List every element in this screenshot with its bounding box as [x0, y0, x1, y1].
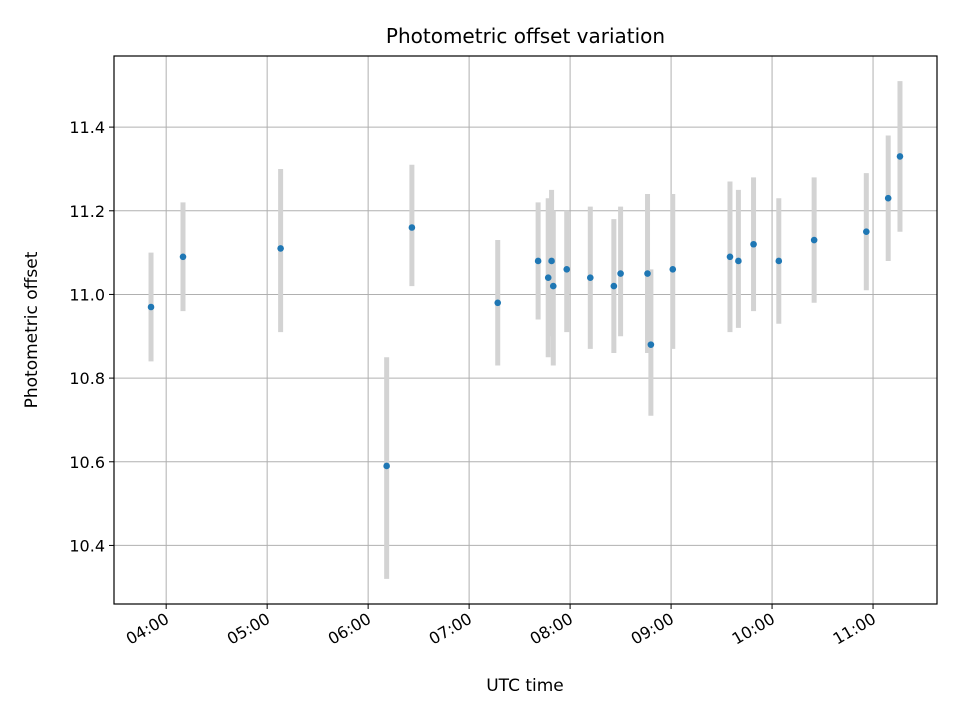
y-tick-label: 10.8 — [69, 369, 105, 388]
data-point — [494, 299, 502, 307]
y-tick-label: 10.4 — [69, 536, 105, 555]
data-point — [775, 257, 783, 265]
chart-title: Photometric offset variation — [386, 24, 665, 48]
data-point — [179, 253, 187, 261]
data-point — [544, 274, 552, 282]
data-point — [735, 257, 742, 265]
data-point — [896, 153, 904, 160]
data-point — [726, 253, 734, 261]
data-point — [147, 303, 155, 311]
data-points — [147, 153, 904, 470]
data-point — [408, 224, 416, 231]
data-point — [617, 270, 624, 277]
x-axis-title: UTC time — [486, 676, 564, 696]
y-axis-title: Photometric offset — [22, 251, 42, 408]
data-point — [810, 236, 818, 244]
data-point — [884, 194, 892, 202]
y-tick-label: 10.6 — [69, 453, 105, 472]
data-point — [610, 282, 618, 290]
data-point — [644, 270, 651, 277]
plot-frame — [113, 55, 938, 605]
data-point — [383, 462, 390, 470]
data-point — [563, 266, 571, 273]
y-tick-label: 11.4 — [69, 118, 105, 137]
data-point — [549, 282, 557, 290]
data-point — [750, 240, 757, 248]
data-point — [277, 245, 284, 252]
data-point — [863, 228, 870, 235]
y-tick-label: 11.2 — [69, 202, 105, 221]
data-point — [669, 266, 677, 273]
data-point — [534, 257, 542, 265]
data-point — [548, 257, 555, 265]
y-tick-label: 11.0 — [69, 285, 105, 304]
data-point — [586, 274, 594, 282]
data-point — [647, 341, 655, 348]
